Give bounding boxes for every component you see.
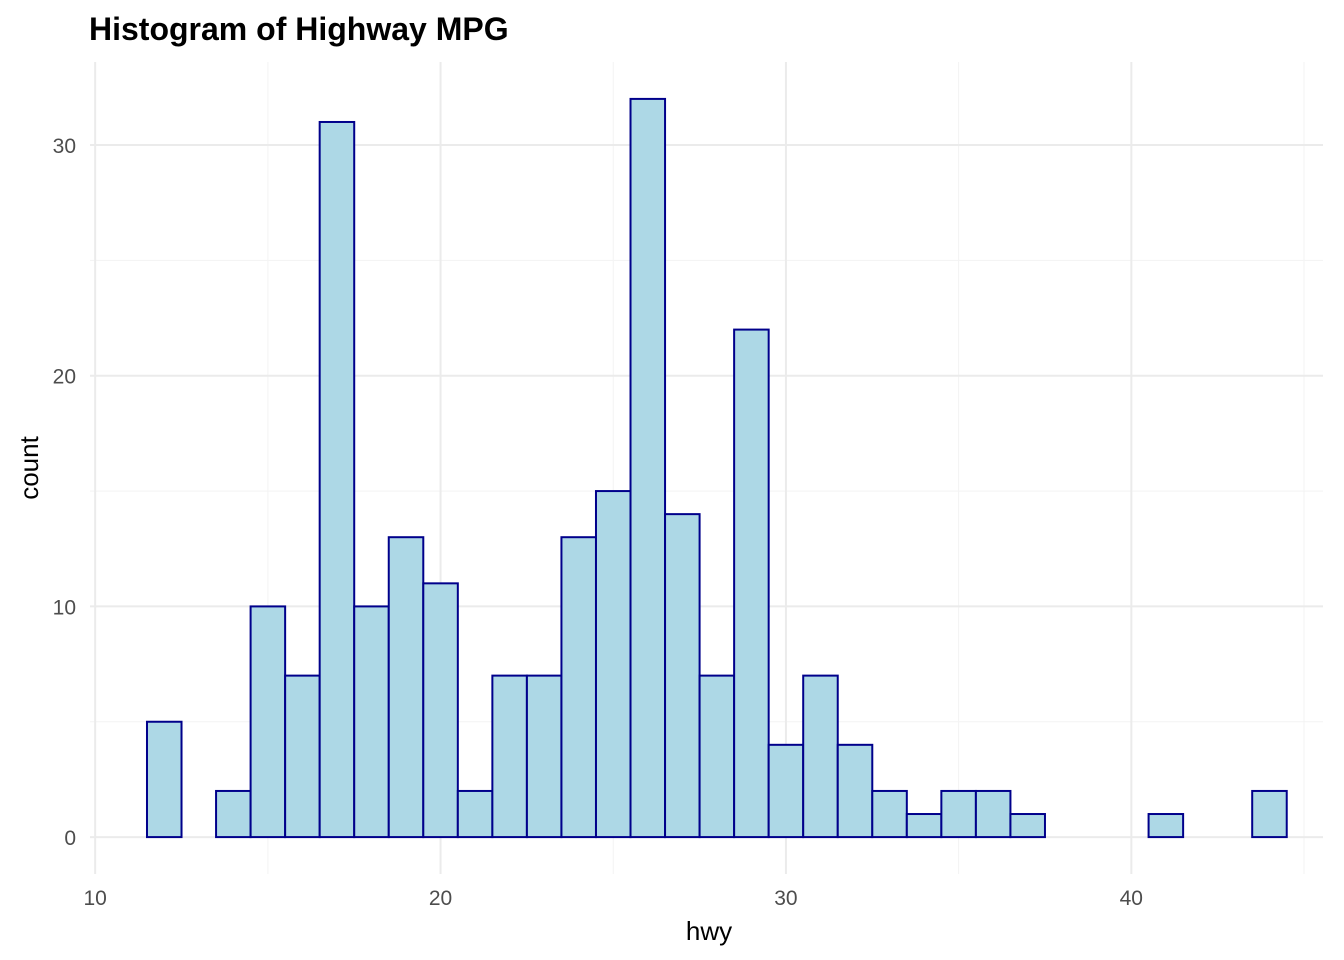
histogram-bar bbox=[871, 789, 908, 839]
histogram-bar bbox=[767, 743, 805, 839]
histogram-bar bbox=[1009, 813, 1046, 839]
y-axis-ticks: 0 10 20 30 bbox=[53, 135, 76, 850]
histogram-bar bbox=[215, 789, 252, 839]
histogram-bar bbox=[284, 674, 321, 839]
histogram-bar bbox=[1147, 813, 1185, 839]
histogram-bar bbox=[974, 789, 1012, 839]
histogram-bar bbox=[387, 536, 425, 839]
histogram-bar bbox=[1251, 789, 1288, 839]
histogram-bar bbox=[664, 513, 701, 839]
x-tick-label: 10 bbox=[84, 887, 107, 910]
histogram-bar bbox=[802, 674, 839, 839]
histogram-bar bbox=[491, 674, 528, 839]
histogram-bar bbox=[318, 120, 356, 839]
x-axis-ticks: 10 20 30 40 bbox=[84, 887, 1143, 910]
histogram-bar bbox=[353, 605, 390, 839]
histogram-bar bbox=[145, 720, 183, 839]
bars bbox=[145, 97, 1288, 839]
x-tick-label: 40 bbox=[1120, 887, 1143, 910]
histogram-bar bbox=[629, 97, 667, 839]
x-axis-label: hwy bbox=[686, 916, 732, 946]
histogram-bar bbox=[456, 789, 494, 839]
histogram-bar bbox=[249, 605, 287, 839]
y-tick-label: 0 bbox=[64, 827, 76, 850]
x-tick-label: 20 bbox=[429, 887, 452, 910]
histogram-bar bbox=[698, 674, 736, 839]
histogram-bar bbox=[905, 813, 943, 839]
x-tick-label: 30 bbox=[774, 887, 797, 910]
y-tick-label: 30 bbox=[53, 135, 76, 158]
y-axis-label: count bbox=[14, 435, 44, 499]
histogram-bar bbox=[733, 328, 770, 839]
chart-title: Histogram of Highway MPG bbox=[89, 11, 509, 47]
y-tick-label: 20 bbox=[53, 366, 76, 389]
histogram-bar bbox=[594, 490, 632, 839]
histogram-bar bbox=[560, 536, 597, 839]
histogram-bar bbox=[422, 582, 459, 839]
histogram-bar bbox=[940, 789, 977, 839]
histogram-bar bbox=[525, 674, 563, 839]
histogram-bar bbox=[836, 743, 874, 839]
y-tick-label: 10 bbox=[53, 596, 76, 619]
